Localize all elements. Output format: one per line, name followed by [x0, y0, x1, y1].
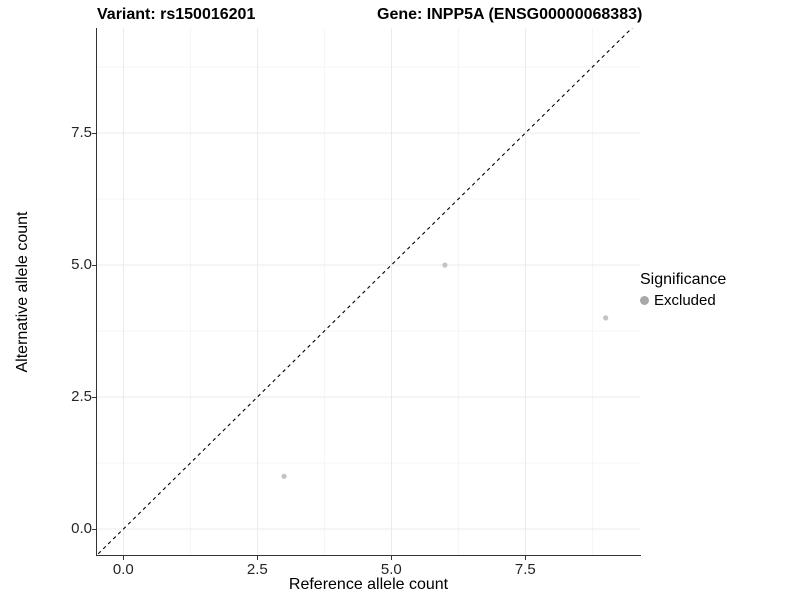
y-tick-label: 2.5	[71, 388, 92, 406]
x-tick-label: 2.5	[246, 561, 268, 578]
plot-title-gene: Gene: INPP5A (ENSG00000068383)	[377, 6, 643, 23]
x-axis-title: Reference allele count	[288, 576, 449, 593]
legend: Significance Excluded	[640, 271, 726, 309]
legend-title: Significance	[640, 271, 727, 288]
x-tick-mark	[256, 556, 258, 560]
y-tick-mark	[92, 396, 96, 398]
legend-item-label: Excluded	[654, 292, 716, 309]
y-tick-mark	[92, 528, 96, 530]
x-tick-mark	[390, 556, 392, 560]
x-axis-line	[96, 555, 641, 556]
x-tick-mark	[122, 556, 124, 560]
x-tick-label: 5.0	[380, 561, 402, 578]
y-tick-label: 7.5	[71, 124, 92, 142]
x-tick-mark	[524, 556, 526, 560]
legend-item-excluded: Excluded	[640, 292, 726, 309]
x-tick-label: 7.5	[514, 561, 536, 578]
plot-panel	[97, 28, 640, 555]
y-tick-mark	[92, 132, 96, 134]
y-tick-label: 0.0	[71, 520, 92, 538]
x-tick-label: 0.0	[112, 561, 134, 578]
y-tick-label: 5.0	[71, 256, 92, 274]
excluded-point-icon	[640, 296, 649, 305]
y-tick-mark	[92, 264, 96, 266]
plot-title-variant: Variant: rs150016201	[97, 6, 256, 23]
y-axis-line	[96, 28, 97, 556]
y-axis-title: Alternative allele count	[14, 211, 31, 373]
scatter-canvas	[97, 28, 640, 555]
